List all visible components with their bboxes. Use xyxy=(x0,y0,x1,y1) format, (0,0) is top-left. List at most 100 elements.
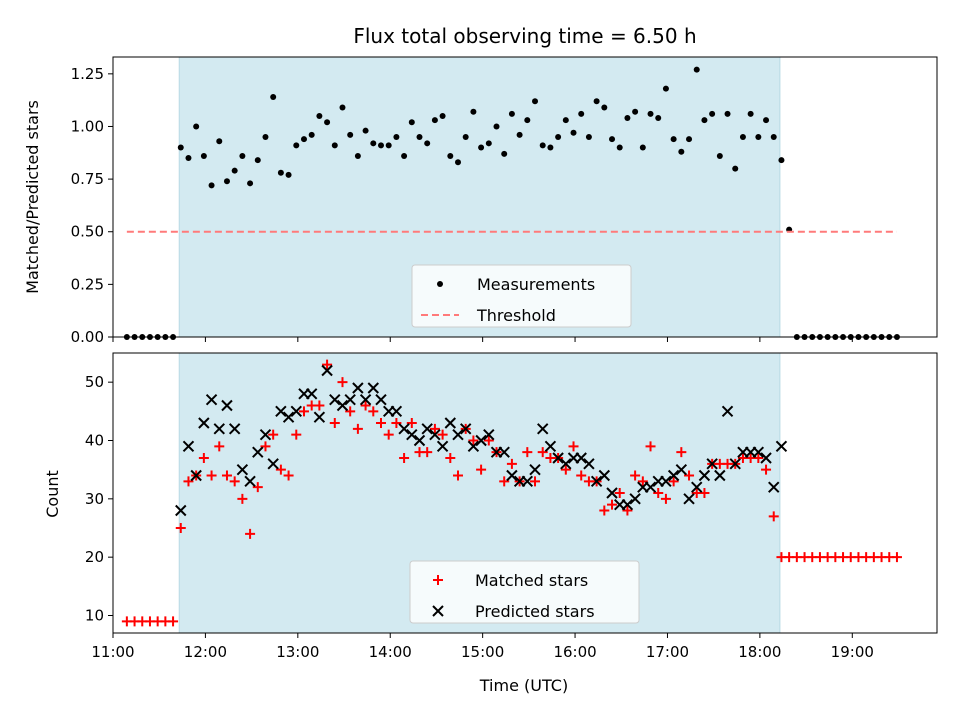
data-point xyxy=(408,119,415,126)
top-panel: 0.00 0.25 0.50 0.75 1.00 1.25 Measurements Thre… xyxy=(71,56,938,346)
data-point xyxy=(375,418,386,428)
legend-label: Predicted stars xyxy=(475,602,595,621)
data-point xyxy=(706,458,718,470)
data-point xyxy=(675,463,688,476)
data-point xyxy=(622,505,633,516)
data-point xyxy=(755,134,762,140)
data-point xyxy=(668,476,679,487)
data-point xyxy=(285,171,292,178)
data-point xyxy=(391,418,402,428)
data-point xyxy=(467,440,480,453)
data-point xyxy=(352,382,364,394)
data-point xyxy=(475,434,487,447)
data-point xyxy=(747,110,754,117)
data-point xyxy=(590,475,603,488)
legend-marker xyxy=(433,575,443,585)
data-point xyxy=(406,418,417,428)
data-point xyxy=(607,499,618,510)
data-point xyxy=(501,150,508,157)
data-point xyxy=(401,152,408,159)
legend: Measurements Threshold xyxy=(411,264,632,328)
chart-title: Flux total observing time = 6.50 h xyxy=(353,24,696,48)
data-point xyxy=(208,182,215,189)
data-point xyxy=(644,481,657,493)
data-point xyxy=(190,469,202,482)
data-point xyxy=(354,152,361,159)
data-point xyxy=(701,117,708,124)
data-point xyxy=(478,144,485,151)
data-point xyxy=(537,447,548,458)
data-point xyxy=(578,110,585,117)
data-point xyxy=(499,476,510,487)
data-point xyxy=(275,464,286,475)
data-point xyxy=(599,505,610,516)
x-tick-label: 19:00 xyxy=(831,643,874,661)
data-point xyxy=(316,112,323,119)
data-point xyxy=(336,399,349,412)
axes-frame xyxy=(112,56,938,338)
y-tick-label: 40 xyxy=(85,432,104,450)
data-point xyxy=(498,446,510,458)
data-point xyxy=(570,129,577,136)
data-point xyxy=(537,423,549,435)
legend-marker xyxy=(432,605,444,617)
data-point xyxy=(699,488,710,498)
data-point xyxy=(362,127,369,134)
data-point xyxy=(529,463,541,476)
x-tick-label: 16:00 xyxy=(553,643,596,661)
data-point xyxy=(506,469,518,482)
data-point xyxy=(214,441,225,452)
data-point xyxy=(223,178,230,185)
legend-box xyxy=(409,560,640,624)
data-point xyxy=(732,165,739,172)
data-point xyxy=(177,144,184,151)
data-point xyxy=(275,405,287,418)
data-point xyxy=(775,440,788,453)
data-point xyxy=(216,138,223,145)
data-point xyxy=(375,393,387,406)
data-point xyxy=(739,134,746,140)
data-point xyxy=(206,470,217,481)
bottom-panel: 11:00 12:00 13:00 14:00 15:00 16:00 17:00 18:00… xyxy=(85,352,938,661)
data-point xyxy=(583,458,595,470)
top-y-axis-label: Matched/Predicted stars xyxy=(23,100,42,294)
data-point xyxy=(632,108,639,115)
data-point xyxy=(693,66,700,73)
data-point xyxy=(293,142,300,149)
legend-label: Measurements xyxy=(477,275,595,294)
data-point xyxy=(716,152,723,159)
data-point xyxy=(624,115,631,122)
data-point xyxy=(367,382,379,394)
data-point xyxy=(259,428,272,441)
data-point xyxy=(345,406,356,417)
x-tick-label: 18:00 xyxy=(738,643,781,661)
data-point xyxy=(436,440,449,453)
data-point xyxy=(237,493,248,504)
data-point xyxy=(447,152,454,159)
data-point xyxy=(175,523,186,533)
data-point xyxy=(277,169,284,176)
data-point xyxy=(576,470,587,481)
data-point xyxy=(637,476,648,487)
data-point xyxy=(560,464,571,475)
data-point xyxy=(476,464,487,475)
data-point xyxy=(406,428,418,441)
data-point xyxy=(300,136,307,143)
data-point xyxy=(530,476,541,487)
data-point xyxy=(483,435,494,446)
data-point xyxy=(444,417,457,429)
data-point xyxy=(244,475,256,488)
x-tick-label: 11:00 xyxy=(91,643,134,661)
data-point xyxy=(198,417,210,429)
data-point xyxy=(601,104,608,111)
x-tick-label: 12:00 xyxy=(184,643,227,661)
data-point xyxy=(621,498,634,511)
data-point xyxy=(183,476,194,487)
data-point xyxy=(254,157,261,164)
data-point xyxy=(339,104,346,111)
data-point xyxy=(252,446,264,458)
data-point xyxy=(416,134,423,140)
data-point xyxy=(324,119,331,126)
data-point xyxy=(678,148,685,155)
legend-box xyxy=(411,264,632,328)
